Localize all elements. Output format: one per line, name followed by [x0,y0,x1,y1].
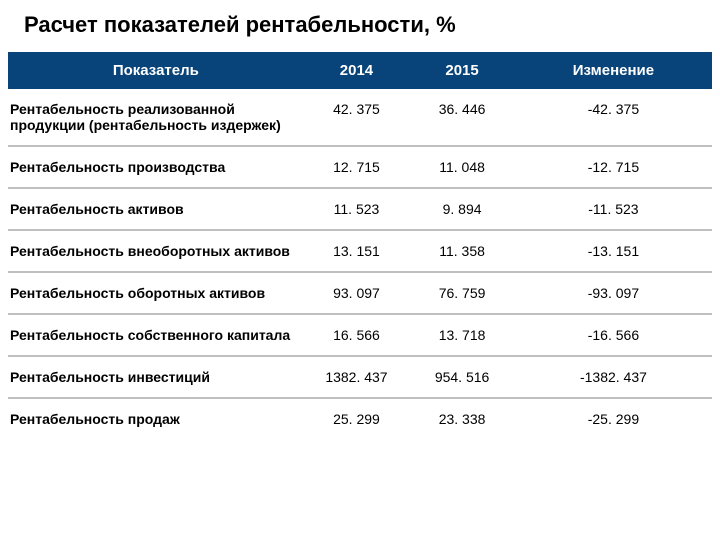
row-2015: 76. 759 [409,272,515,314]
row-label: Рентабельность инвестиций [8,356,304,398]
row-change: -1382. 437 [515,356,712,398]
row-label: Рентабельность производства [8,146,304,188]
col-header-2014: 2014 [304,52,410,89]
row-2015: 11. 048 [409,146,515,188]
row-2015: 23. 338 [409,398,515,439]
row-2014: 25. 299 [304,398,410,439]
table-row: Рентабельность оборотных активов 93. 097… [8,272,712,314]
row-change: -12. 715 [515,146,712,188]
table-row: Рентабельность внеоборотных активов 13. … [8,230,712,272]
row-2014: 13. 151 [304,230,410,272]
row-label: Рентабельность продаж [8,398,304,439]
row-change: -42. 375 [515,89,712,146]
row-2014: 1382. 437 [304,356,410,398]
row-change: -25. 299 [515,398,712,439]
table-row: Рентабельность реализованной продукции (… [8,89,712,146]
row-2014: 93. 097 [304,272,410,314]
row-change: -13. 151 [515,230,712,272]
table-row: Рентабельность продаж 25. 299 23. 338 -2… [8,398,712,439]
table-header-row: Показатель 2014 2015 Изменение [8,52,712,89]
table-row: Рентабельность активов 11. 523 9. 894 -1… [8,188,712,230]
row-label: Рентабельность собственного капитала [8,314,304,356]
row-2015: 954. 516 [409,356,515,398]
row-2014: 16. 566 [304,314,410,356]
row-label: Рентабельность оборотных активов [8,272,304,314]
table-row: Рентабельность инвестиций 1382. 437 954.… [8,356,712,398]
row-change: -93. 097 [515,272,712,314]
row-change: -16. 566 [515,314,712,356]
row-2014: 12. 715 [304,146,410,188]
row-label: Рентабельность внеоборотных активов [8,230,304,272]
table-row: Рентабельность производства 12. 715 11. … [8,146,712,188]
col-header-change: Изменение [515,52,712,89]
col-header-indicator: Показатель [8,52,304,89]
row-change: -11. 523 [515,188,712,230]
col-header-2015: 2015 [409,52,515,89]
row-label: Рентабельность активов [8,188,304,230]
table-row: Рентабельность собственного капитала 16.… [8,314,712,356]
row-2014: 11. 523 [304,188,410,230]
row-2015: 13. 718 [409,314,515,356]
row-2015: 9. 894 [409,188,515,230]
profitability-table: Показатель 2014 2015 Изменение Рентабель… [8,52,712,439]
row-2015: 36. 446 [409,89,515,146]
row-2015: 11. 358 [409,230,515,272]
row-2014: 42. 375 [304,89,410,146]
row-label: Рентабельность реализованной продукции (… [8,89,304,146]
page-title: Расчет показателей рентабельности, % [24,12,712,38]
